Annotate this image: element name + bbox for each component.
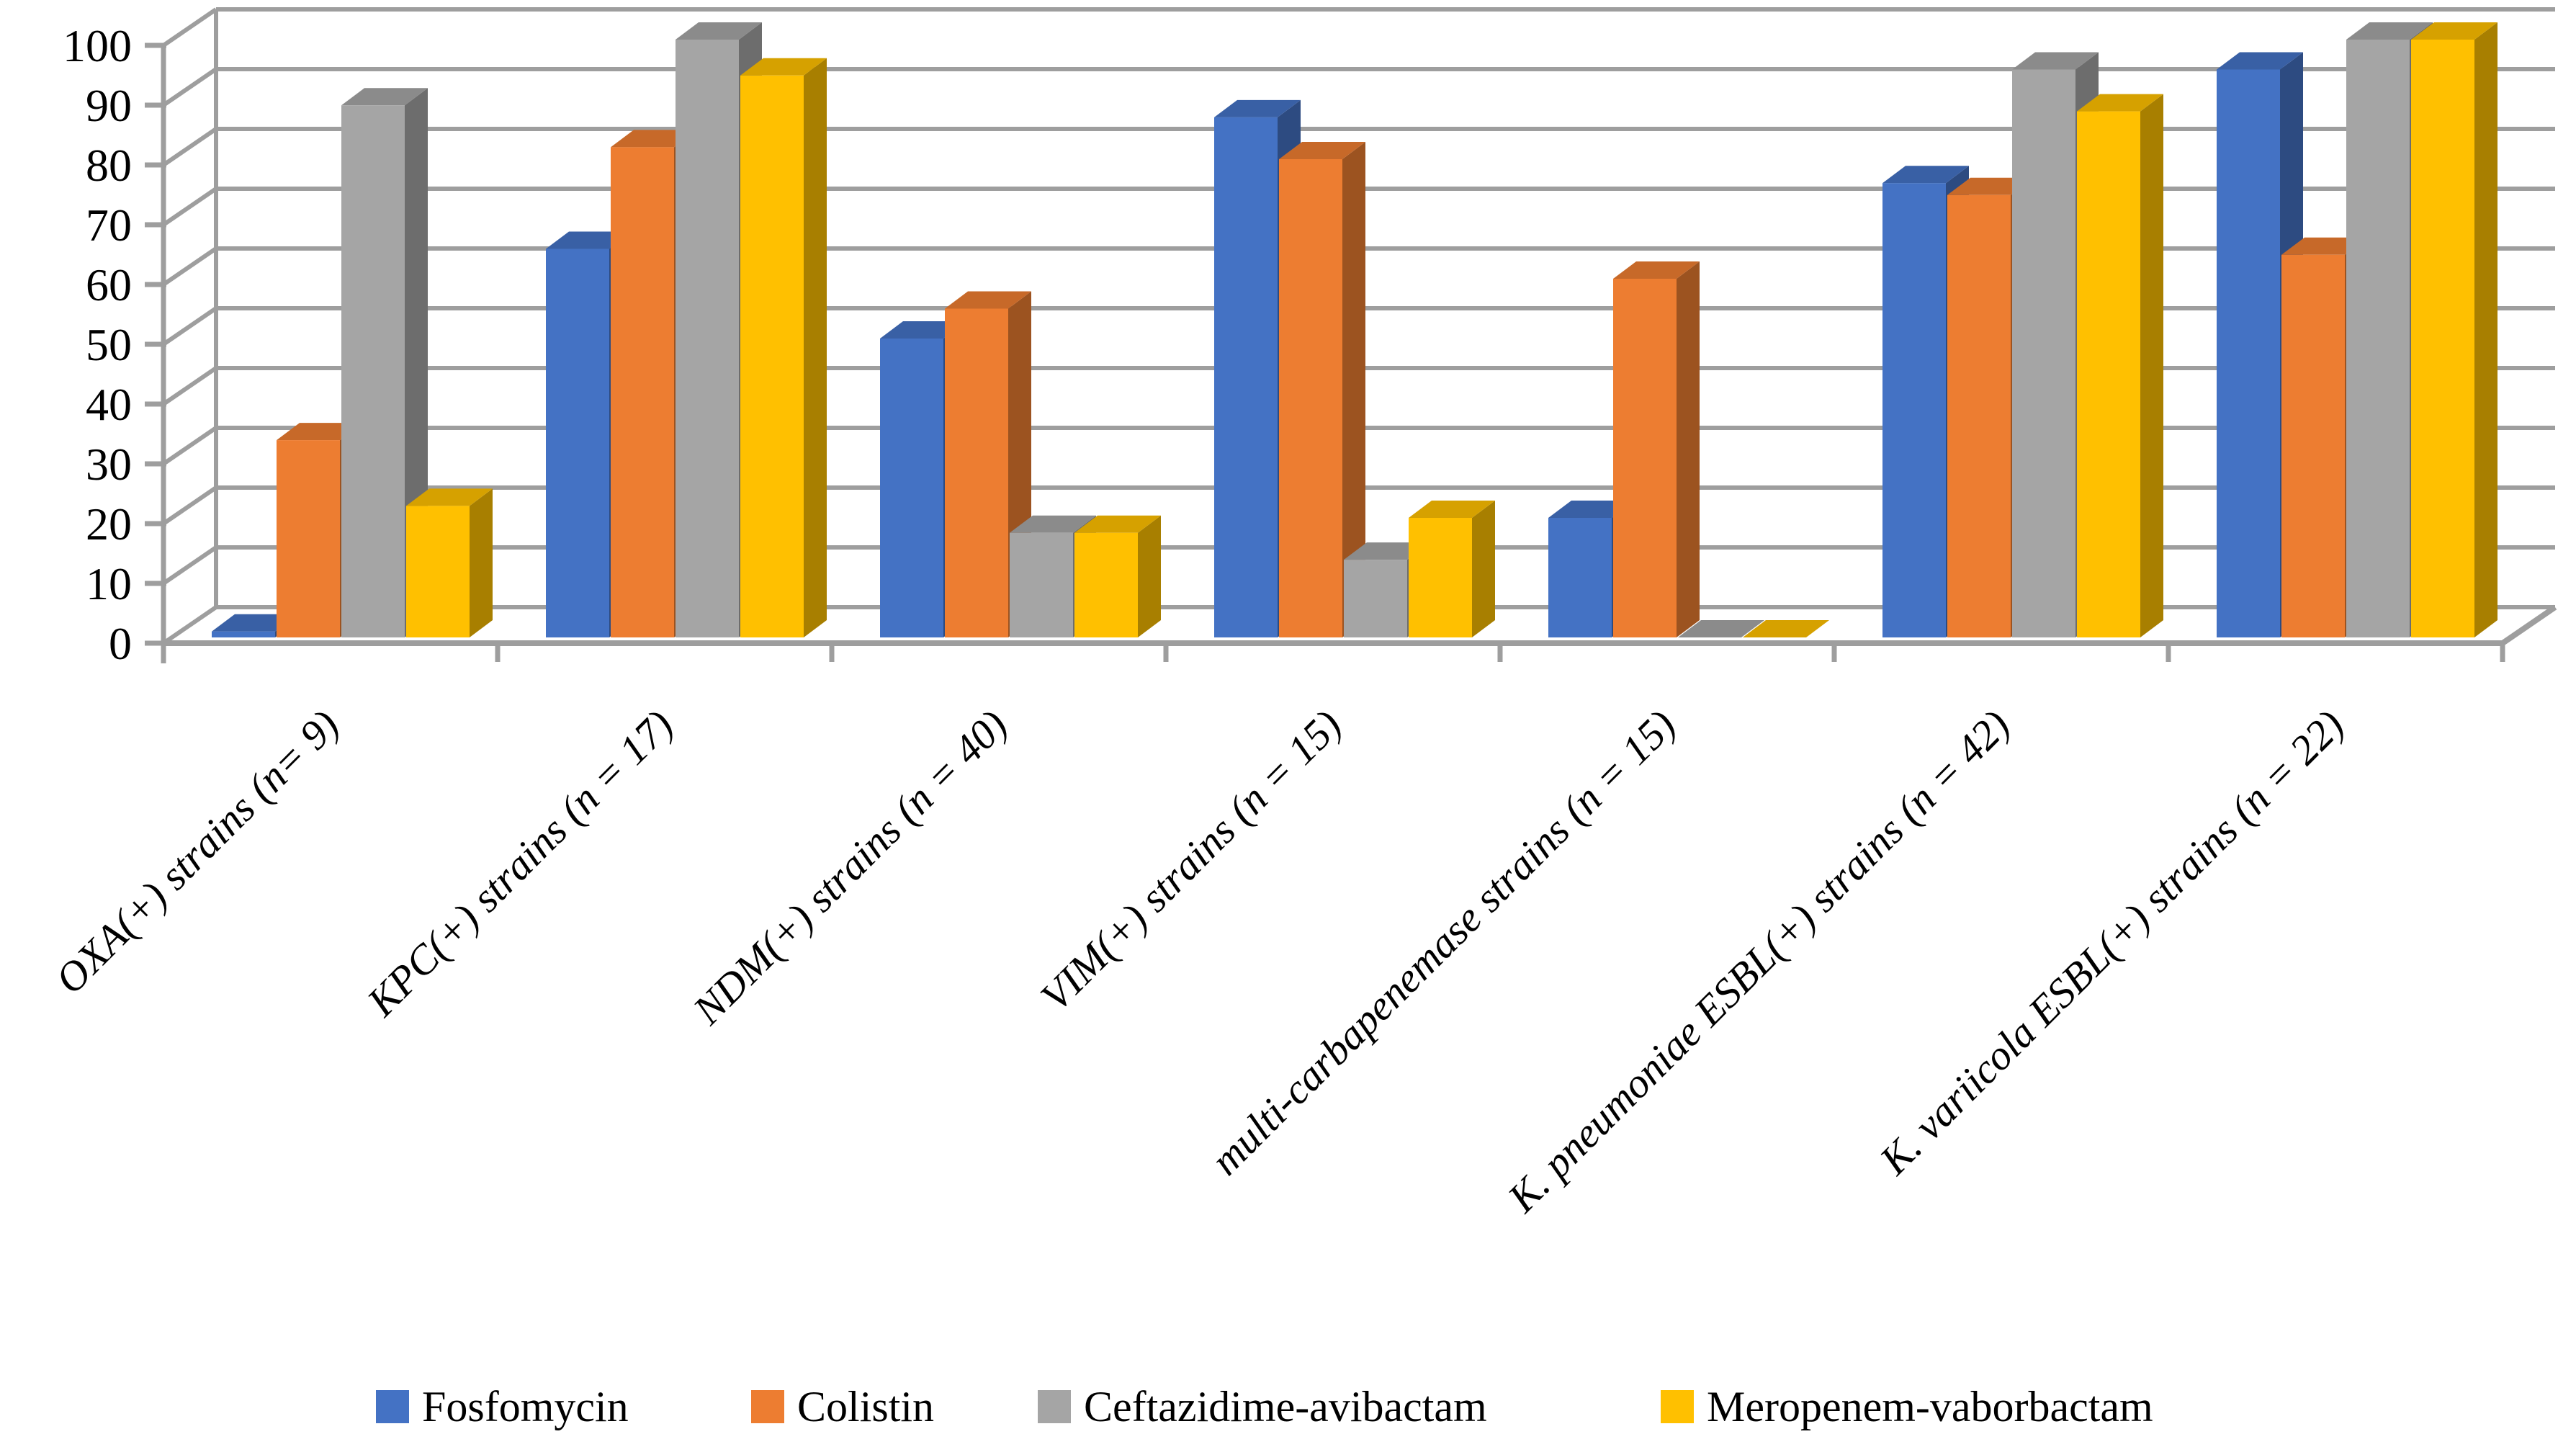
gridline-connector [162,7,217,48]
legend-item-ceftazidime-avibactam: Ceftazidime-avibactam [1038,1381,1487,1432]
bar-meropenem-vaborbactam-c3 [1409,501,1495,637]
bar-meropenem-vaborbactam-c6 [2411,22,2498,637]
legend-item-meropenem-vaborbactam: Meropenem-vaborbactam [1661,1381,2153,1432]
legend-label: Fosfomycin [422,1382,629,1430]
colistin-swatch-icon [751,1390,784,1423]
ceftazidime-avibactam-swatch-icon [1038,1390,1071,1423]
y-tick-label: 50 [86,319,132,370]
y-tick-label: 90 [86,80,132,131]
legend-item-fosfomycin: Fosfomycin [376,1381,629,1432]
y-tick-label: 70 [86,200,132,251]
y-tick-label: 20 [86,498,132,550]
gridline-connector [162,67,217,107]
bar-meropenem-vaborbactam-c2 [1074,515,1161,637]
meropenem-vaborbactam-swatch-icon [1661,1390,1694,1423]
y-tick-label: 40 [86,379,132,430]
y-tick-label: 60 [86,259,132,310]
bar-meropenem-vaborbactam-c0 [406,488,493,637]
legend-label: Meropenem-vaborbactam [1707,1382,2153,1430]
category-label: NDM(+) strains (n = 40) [683,701,1016,1034]
bar-meropenem-vaborbactam-c4 [1743,620,1829,637]
gridline-connector [162,366,217,406]
bar-colistin-c3 [1279,142,1365,637]
gridline-connector [162,426,217,466]
y-tick-label: 30 [86,439,132,490]
bar-colistin-c4 [1613,261,1700,637]
category-label: KPC(+) strains (n = 17) [358,701,683,1026]
gridline-connector [162,187,217,227]
gridline-connector [162,246,217,287]
y-tick-label: 100 [63,20,132,71]
floor-right-edge [2500,604,2557,646]
bar-ceftazidime-avibactam-c4 [1678,620,1764,637]
legend-label: Colistin [797,1382,935,1430]
gridline-connector [162,545,217,586]
fosfomycin-swatch-icon [376,1390,409,1423]
y-tick-label: 0 [109,618,132,669]
category-label: OXA(+) strains (n= 9) [46,701,348,1003]
bar-meropenem-vaborbactam-c5 [2077,94,2163,638]
legend-item-colistin: Colistin [751,1381,934,1432]
gridline-connector [162,605,217,645]
gridline-connector [162,485,217,526]
legend: Fosfomycin Colistin Ceftazidime-avibacta… [0,1381,2576,1439]
bar-meropenem-vaborbactam-c1 [740,58,827,638]
legend-label: Ceftazidime-avibactam [1084,1382,1487,1430]
y-tick-label: 10 [86,558,132,609]
y-tick-label: 80 [86,140,132,191]
gridline-connector [162,306,217,346]
category-label: VIM(+) strains (n = 15) [1031,701,1350,1020]
gridline-connector [162,127,217,167]
